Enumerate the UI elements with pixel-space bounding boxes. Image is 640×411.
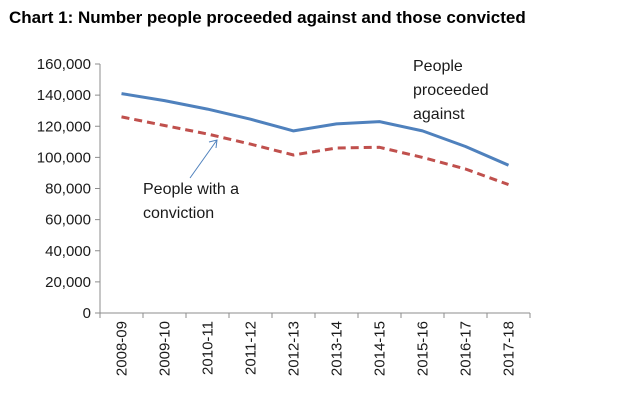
y-tick-label: 120,000 bbox=[37, 118, 91, 135]
chart-axes bbox=[95, 63, 531, 318]
series-line-convicted bbox=[121, 115, 510, 187]
x-tick-label: 2014-15 bbox=[372, 321, 389, 376]
x-tick-label: 2008-09 bbox=[114, 321, 131, 376]
x-axis-tick-labels: 2008-09 2009-10 2010-11 2011-12 2012-13 2013-… bbox=[114, 321, 518, 376]
annotation-arrow-head bbox=[208, 139, 218, 149]
chart-annotations: People proceeded against People with a convi… bbox=[143, 58, 489, 222]
chart-title: Chart 1: Number people proceeded against… bbox=[9, 8, 526, 27]
y-tick-label: 20,000 bbox=[45, 274, 91, 291]
x-tick-label: 2012-13 bbox=[286, 321, 303, 376]
x-tick-label: 2009-10 bbox=[157, 321, 174, 376]
x-tick-label: 2011-12 bbox=[243, 321, 260, 375]
annotation-arrow-line bbox=[189, 139, 218, 179]
x-tick-label: 2017-18 bbox=[501, 321, 518, 376]
series-line-proceeded-against bbox=[121, 92, 510, 167]
x-tick-label: 2015-16 bbox=[415, 321, 432, 376]
y-tick-label: 160,000 bbox=[37, 56, 91, 73]
y-tick-label: 80,000 bbox=[45, 181, 91, 198]
y-axis-tick-labels: 0 20,000 40,000 60,000 80,000 100,000 120,000 1… bbox=[37, 56, 91, 322]
y-tick-label: 60,000 bbox=[45, 212, 91, 229]
chart-series bbox=[121, 92, 510, 187]
x-tick-label: 2010-11 bbox=[200, 321, 217, 375]
y-tick-label: 40,000 bbox=[45, 243, 91, 260]
y-tick-label: 140,000 bbox=[37, 87, 91, 104]
annotation-proceeded-against: People proceeded against bbox=[413, 58, 489, 123]
x-tick-label: 2016-17 bbox=[458, 321, 475, 376]
y-tick-label: 0 bbox=[83, 305, 91, 322]
x-tick-label: 2013-14 bbox=[329, 321, 346, 376]
y-tick-label: 100,000 bbox=[37, 149, 91, 166]
annotation-conviction: People with a conviction bbox=[143, 181, 239, 222]
